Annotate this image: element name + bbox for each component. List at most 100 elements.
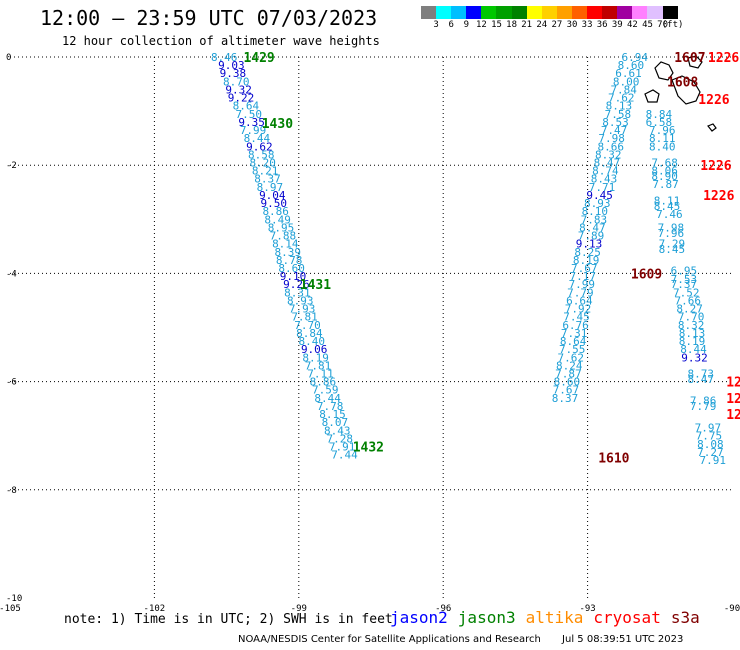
page-subtitle: 12 hour collection of altimeter wave hei…: [62, 34, 380, 48]
legend-tick-label: 12: [475, 20, 487, 30]
swh-value: 8.70: [223, 75, 250, 88]
note-text: note: 1) Time is in UTC; 2) SWH is in fe…: [64, 612, 393, 627]
x-axis-label: -102: [144, 604, 166, 614]
legend-swatch: [632, 6, 648, 19]
track-labels: 1429143014311432160916101607160812261226…: [243, 51, 740, 466]
swh-value: 8.43: [324, 424, 351, 437]
swh-value: 9.32: [225, 83, 252, 96]
swh-value: 7.62: [608, 92, 635, 105]
swh-value: 7.70: [294, 319, 321, 332]
legend-tick-label: 18: [506, 20, 518, 30]
swh-value: 8.45: [654, 200, 681, 213]
y-axis-label: -2: [6, 161, 17, 171]
swh-value: 8.27: [676, 303, 703, 316]
swh-value: 7.68: [651, 156, 678, 169]
galapagos-coastline: [644, 55, 717, 132]
swh-value: 7.45: [563, 311, 590, 324]
swh-values: 8.469.039.388.709.329.228.647.509.357.99…: [211, 51, 726, 467]
track-label: 1609: [631, 267, 662, 282]
swh-value: 8.32: [678, 319, 705, 332]
swh-value: 8.06: [651, 165, 678, 178]
swh-value: 7.96: [658, 227, 685, 240]
x-axis-label: -93: [579, 604, 595, 614]
swh-value: 7.87: [652, 178, 679, 191]
satellite-name: altika: [525, 608, 584, 627]
swh-value: 9.32: [681, 351, 708, 364]
swh-value: 9.35: [238, 116, 265, 129]
swh-value: 8.40: [299, 335, 326, 348]
legend-swatch: [526, 6, 542, 19]
swh-value: 8.11: [654, 194, 681, 207]
swh-value: 7.46: [656, 208, 683, 221]
swh-value: 8.45: [659, 243, 686, 256]
map-grid: [10, 56, 732, 598]
legend-tick-label: 15: [491, 20, 502, 30]
swh-value: 9.10: [280, 270, 307, 283]
track-label: 1610: [598, 451, 629, 466]
swh-value: 7.44: [331, 449, 358, 462]
swh-value: 7.92: [565, 303, 592, 316]
track-label: 1607: [674, 51, 705, 66]
swh-value: 7.78: [317, 400, 344, 413]
swh-value: 7.96: [649, 124, 676, 137]
swh-value: 7.98: [658, 221, 685, 234]
swh-value: 7.75: [696, 430, 723, 443]
swh-value: 7.81: [291, 311, 318, 324]
legend-tick-labels: 3 6 9 12 15 18 21 24 27 30 33 36 39 42 45 70 (ft): [421, 19, 683, 31]
swh-value: 7.53: [671, 273, 698, 286]
swh-value: 8.90: [651, 170, 678, 183]
swh-value: 7.62: [558, 351, 585, 364]
track-label: 1431: [300, 278, 331, 293]
swh-value: 7.27: [697, 446, 724, 459]
swh-value: 7.97: [695, 422, 722, 435]
swh-value: 8.08: [697, 438, 724, 451]
legend-tick-label: 24: [536, 20, 548, 30]
swh-value: 8.93: [584, 197, 611, 210]
satellite-name: cryosat: [593, 608, 661, 627]
legend-tick-label: 33: [581, 20, 593, 30]
swh-value: 7.99: [569, 278, 596, 291]
legend-swatch: [647, 6, 663, 19]
swh-value: 7.84: [610, 83, 637, 96]
legend-swatch: [587, 6, 603, 19]
track-label: 1226: [698, 93, 729, 108]
swh-value: 8.44: [314, 392, 341, 405]
legend-swatch: [511, 6, 527, 19]
swh-value: 8.84: [646, 108, 673, 121]
swh-value: 7.71: [589, 181, 616, 194]
swh-value: 8.39: [274, 246, 301, 259]
legend-tick-label: 21: [521, 20, 533, 30]
axis-labels: -105 -102 -99 -96 -93 -90 0 -2 -4 -6 -8 -10: [0, 53, 740, 614]
swh-value: 9.03: [218, 59, 245, 72]
legend-tick-label: 70: [657, 20, 669, 30]
swh-value: 9.04: [259, 189, 286, 202]
legend-swatch: [466, 6, 482, 19]
track-label: 1226: [700, 159, 731, 174]
swh-value: 8.95: [268, 221, 295, 234]
swh-value: 8.74: [592, 165, 619, 178]
swh-value: 7.29: [659, 238, 686, 251]
swh-value: 8.25: [574, 246, 601, 259]
track-label: 1430: [262, 117, 293, 132]
x-axis-label: -96: [435, 604, 451, 614]
track-label: 1432: [353, 441, 384, 456]
swh-value: 8.21: [252, 165, 279, 178]
y-axis-label: -10: [6, 594, 22, 604]
swh-value: 7.67: [571, 262, 598, 275]
legend-swatch: [556, 6, 572, 19]
swh-value: 8.47: [579, 221, 606, 234]
swh-value: 7.55: [559, 343, 586, 356]
legend-unit: (ft): [661, 20, 684, 30]
swh-value: 8.60: [554, 376, 581, 389]
swh-value: 8.40: [649, 140, 676, 153]
legend-tick-label: 30: [566, 20, 578, 30]
legend-tick-label: 3: [433, 20, 439, 30]
legend-swatch: [602, 6, 618, 19]
swh-value: 8.44: [680, 343, 707, 356]
swh-value: 9.45: [586, 189, 613, 202]
swh-value: 8.43: [591, 173, 618, 186]
legend-tick-label: 45: [642, 20, 653, 30]
swh-value: 8.19: [573, 254, 600, 267]
legend-swatch: [481, 6, 497, 19]
satellite-legend: jason2 jason3 altika cryosat s3a: [390, 608, 710, 627]
